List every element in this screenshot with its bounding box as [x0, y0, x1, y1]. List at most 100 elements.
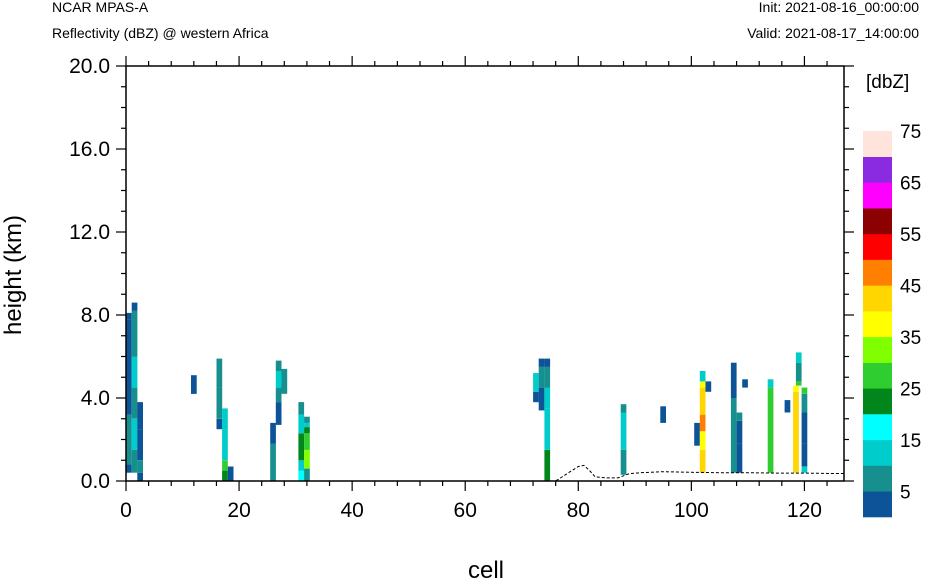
reflectivity-cell: [699, 381, 706, 388]
reflectivity-cell: [298, 470, 305, 481]
reflectivity-cell: [620, 449, 627, 475]
reflectivity-cell: [767, 387, 774, 473]
reflectivity-cell: [736, 412, 743, 421]
y-tick-label: 16.0: [69, 138, 110, 161]
reflectivity-cell: [137, 402, 143, 430]
reflectivity-cell: [191, 375, 197, 394]
reflectivity-cell: [126, 464, 132, 473]
colorbar-swatch: [863, 311, 892, 338]
y-tick-label: 4.0: [81, 387, 110, 410]
reflectivity-cells: [126, 302, 808, 481]
colorbar-label: 55: [900, 225, 921, 246]
y-tick-label: 20.0: [69, 55, 110, 78]
reflectivity-cell: [304, 427, 310, 434]
reflectivity-cell: [137, 429, 143, 461]
init-time: Init: 2021-08-16_00:00:00: [758, 0, 919, 15]
reflectivity-cell: [222, 460, 228, 471]
colorbar-swatch: [863, 233, 892, 260]
colorbar-label: 35: [900, 328, 921, 349]
x-axis-title: cell: [468, 557, 504, 580]
reflectivity-cell: [126, 414, 132, 465]
reflectivity-cell: [801, 466, 808, 473]
reflectivity-cell: [304, 449, 310, 469]
reflectivity-cell: [216, 387, 223, 419]
reflectivity-cell: [660, 406, 666, 423]
reflectivity-cell: [227, 466, 234, 481]
reflectivity-cell: [304, 468, 310, 481]
field-title: Reflectivity (dBZ) @ western Africa: [52, 25, 269, 41]
x-tick-label: 120: [787, 499, 822, 522]
reflectivity-cell: [620, 412, 627, 450]
x-tick-label: 100: [674, 499, 709, 522]
reflectivity-cell: [730, 362, 737, 398]
reflectivity-cell: [699, 387, 706, 415]
colorbar-label: 5: [900, 482, 911, 503]
reflectivity-cell: [544, 366, 551, 388]
reflectivity-cell: [699, 414, 706, 432]
reflectivity-cell: [533, 373, 539, 392]
reflectivity-cell: [304, 433, 310, 450]
colorbar-swatch: [863, 131, 892, 157]
reflectivity-cell: [131, 387, 138, 419]
axes: 0.0 4.0 8.0 12.0 16.0 20.0 0 20 40 60 80 100 120: [69, 55, 854, 522]
reflectivity-cell: [795, 352, 802, 363]
colorbar-label: 45: [900, 276, 921, 297]
reflectivity-cell: [222, 470, 228, 481]
valid-time: Valid: 2021-08-17_14:00:00: [747, 25, 919, 41]
y-axis-title: height (km): [0, 215, 27, 335]
reflectivity-cell: [544, 358, 551, 367]
colorbar-swatch: [863, 182, 892, 209]
reflectivity-cell: [793, 385, 799, 392]
colorbar-swatch: [863, 491, 892, 518]
reflectivity-cell: [304, 422, 310, 428]
reflectivity-cell: [131, 418, 138, 450]
reflectivity-cell: [544, 408, 551, 450]
reflectivity-cell: [131, 356, 138, 388]
colorbar: 5 15 25 35 45 55 65 75: [863, 122, 921, 518]
reflectivity-cell: [270, 422, 276, 444]
reflectivity-cell: [795, 362, 802, 382]
y-tick-label: 0.0: [81, 470, 110, 493]
colorbar-swatch: [863, 156, 892, 183]
x-tick-label: 0: [120, 499, 132, 522]
reflectivity-cell: [222, 408, 228, 430]
reflectivity-cell: [275, 402, 282, 425]
colorbar-swatch: [863, 439, 892, 466]
reflectivity-cell: [742, 379, 748, 388]
reflectivity-cell: [538, 387, 545, 411]
reflectivity-cell: [699, 449, 706, 473]
colorbar-swatch: [863, 336, 892, 363]
reflectivity-cell: [137, 472, 143, 481]
reflectivity-cell: [126, 312, 132, 320]
reflectivity-cell: [699, 431, 706, 450]
reflectivity-cell: [620, 404, 627, 413]
colorbar-title: [dbZ]: [866, 72, 909, 93]
x-tick-label: 80: [567, 499, 590, 522]
reflectivity-cell: [793, 391, 799, 444]
reflectivity-cell: [533, 391, 539, 403]
reflectivity-cell: [730, 439, 737, 473]
reflectivity-cell: [784, 400, 791, 413]
reflectivity-cell: [795, 381, 802, 386]
reflectivity-cell: [270, 443, 276, 481]
colorbar-swatch: [863, 465, 892, 492]
reflectivity-cell: [126, 319, 132, 415]
colorbar-swatch: [863, 208, 892, 235]
reflectivity-cell: [538, 358, 545, 367]
reflectivity-cell: [275, 387, 282, 403]
reflectivity-cell: [131, 449, 138, 473]
x-tick-label: 60: [454, 499, 477, 522]
x-tick-label: 20: [227, 499, 250, 522]
reflectivity-cell: [216, 418, 223, 430]
reflectivity-cell: [736, 443, 743, 473]
reflectivity-cell: [222, 429, 228, 461]
reflectivity-cell: [298, 414, 305, 434]
y-tick-label: 8.0: [81, 304, 110, 327]
reflectivity-cell: [736, 420, 743, 444]
colorbar-swatch: [863, 362, 892, 389]
reflectivity-cell: [801, 443, 808, 467]
colorbar-swatch: [863, 285, 892, 312]
reflectivity-cell: [304, 416, 310, 423]
reflectivity-cell: [801, 412, 808, 444]
reflectivity-cell: [538, 366, 545, 388]
